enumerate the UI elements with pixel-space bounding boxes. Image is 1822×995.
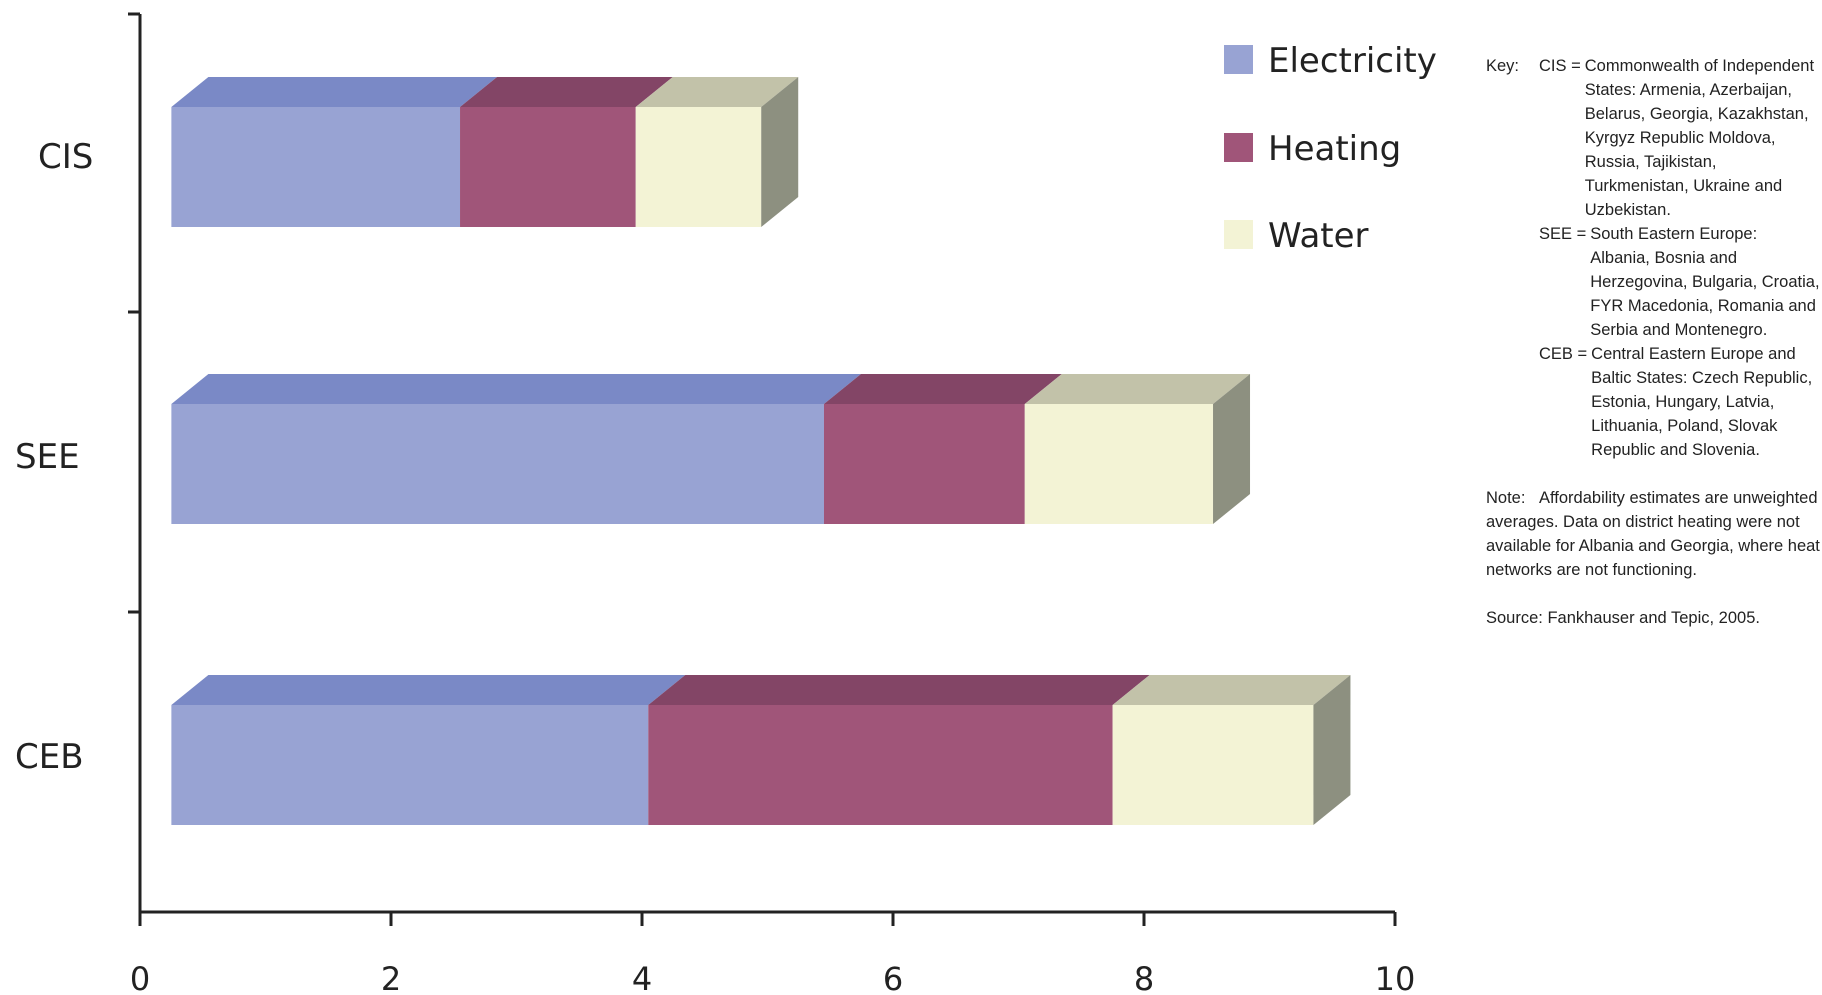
x-tick-label: 6 xyxy=(883,960,903,995)
x-tick-label: 0 xyxy=(130,960,150,995)
bar-side-face xyxy=(1213,374,1251,524)
bar-segment-top-water xyxy=(1112,675,1351,705)
bar-segment-electricity xyxy=(171,107,461,227)
key-list: CIS = Commonwealth of Independent States… xyxy=(1539,54,1820,462)
category-label: CIS xyxy=(38,137,93,177)
bar-segment-water xyxy=(1112,705,1314,825)
chart-legend: Electricity Heating Water xyxy=(1224,41,1437,256)
key-entry-see: SEE = South Eastern Europe: Albania, Bos… xyxy=(1539,222,1820,342)
key-abbr: CEB = xyxy=(1539,345,1588,363)
chart-bars xyxy=(171,77,1351,825)
x-tick-label: 2 xyxy=(381,960,401,995)
bar-segment-top-water xyxy=(635,77,799,107)
bar-segment-electricity xyxy=(171,404,824,524)
legend-label-electricity: Electricity xyxy=(1268,41,1437,81)
category-label: CEB xyxy=(15,737,84,777)
chart-axes xyxy=(128,12,1397,926)
bar-segment-heating xyxy=(823,404,1025,524)
notes-panel: Key: CIS = Commonwealth of Independent S… xyxy=(1486,54,1820,630)
key-definition: South Eastern Europe: Albania, Bosnia an… xyxy=(1590,225,1820,339)
x-tick-label: 8 xyxy=(1134,960,1154,995)
bar-segment-heating xyxy=(648,705,1113,825)
key-definition: Commonwealth of Independent States: Arme… xyxy=(1584,57,1815,219)
category-label: SEE xyxy=(15,437,80,477)
key-definition: Central Eastern Europe and Baltic States… xyxy=(1591,345,1813,459)
note-text: Affordability estimates are unweighted a… xyxy=(1486,489,1820,579)
x-tick-label: 10 xyxy=(1375,960,1416,995)
bar-segment-water xyxy=(635,107,762,227)
bar-group-ceb xyxy=(171,675,1351,825)
legend-swatch-heating xyxy=(1224,133,1253,162)
chart-labels: 0 2 4 6 8 10 CIS SEE CEB xyxy=(15,137,1415,995)
key-label: Key: xyxy=(1486,57,1520,75)
legend-swatch-electricity xyxy=(1224,45,1253,74)
key-entry-cis: CIS = Commonwealth of Independent States… xyxy=(1539,54,1820,222)
bar-segment-top-heating xyxy=(648,675,1150,705)
bar-group-cis xyxy=(171,77,799,227)
bar-side-face xyxy=(761,77,799,227)
key-abbr: SEE = xyxy=(1539,225,1587,243)
bar-segment-top-heating xyxy=(823,374,1062,404)
bar-segment-top-electricity xyxy=(171,374,861,404)
legend-swatch-water xyxy=(1224,220,1253,249)
bar-group-see xyxy=(171,374,1251,524)
bar-segment-top-heating xyxy=(460,77,673,107)
bar-segment-top-electricity xyxy=(171,77,498,107)
note-section: Note: Affordability estimates are unweigh… xyxy=(1486,486,1820,582)
note-label: Note: xyxy=(1486,489,1526,507)
x-tick-label: 4 xyxy=(632,960,652,995)
bar-segment-water xyxy=(1024,404,1214,524)
bar-segment-top-water xyxy=(1024,374,1251,404)
bar-segment-heating xyxy=(460,107,636,227)
legend-label-heating: Heating xyxy=(1268,129,1401,169)
source-text: Source: Fankhauser and Tepic, 2005. xyxy=(1486,609,1760,627)
legend-label-water: Water xyxy=(1268,216,1369,256)
key-section: Key: CIS = Commonwealth of Independent S… xyxy=(1486,54,1820,462)
bar-side-face xyxy=(1313,675,1351,825)
bar-segment-top-electricity xyxy=(171,675,686,705)
key-abbr: CIS = xyxy=(1539,57,1581,75)
bar-segment-electricity xyxy=(171,705,649,825)
key-entry-ceb: CEB = Central Eastern Europe and Baltic … xyxy=(1539,342,1820,462)
